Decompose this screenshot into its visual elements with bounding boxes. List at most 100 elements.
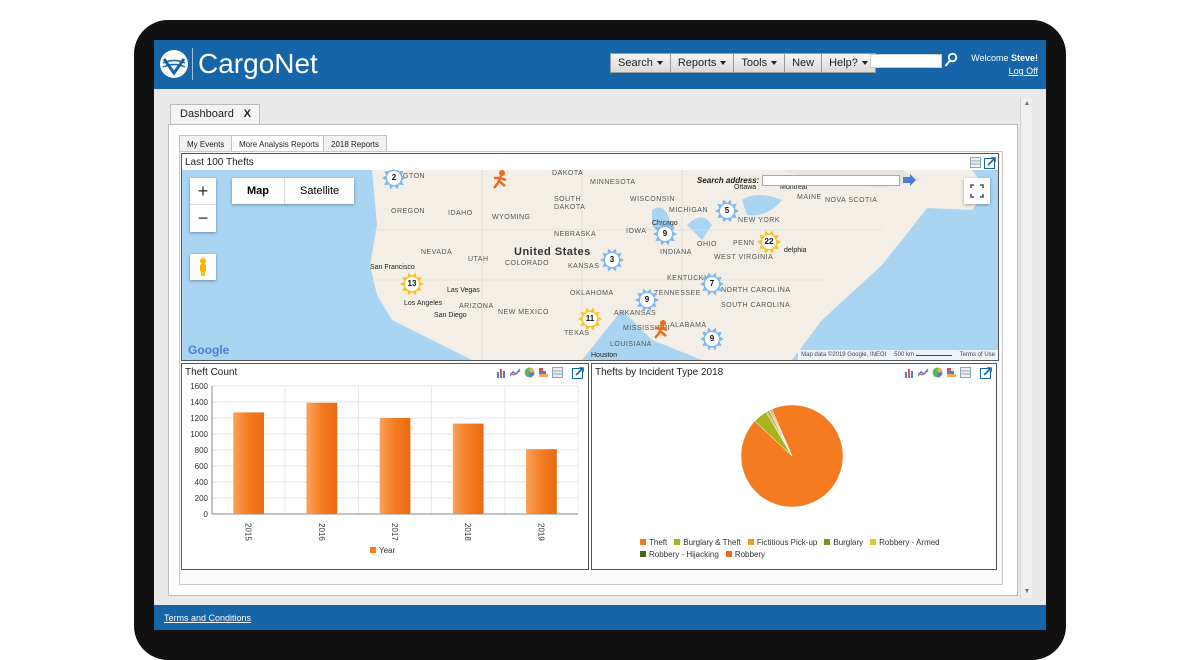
pie-legend-item[interactable]: Theft [640, 538, 667, 547]
pie-legend-item[interactable]: Robbery [725, 550, 765, 559]
zoom-in-button[interactable]: + [190, 178, 216, 205]
theft-count-title: Theft Count [185, 367, 238, 378]
header-search-input[interactable] [870, 54, 942, 68]
burst-icon [578, 307, 602, 331]
nav-tools-button[interactable]: Tools [734, 53, 786, 73]
main-nav: Search Reports Tools New Help? [610, 53, 876, 73]
map-type-satellite-button[interactable]: Satellite [300, 185, 340, 197]
theft-cluster-marker[interactable]: 22 [757, 230, 781, 254]
chevron-down-icon [656, 61, 663, 66]
fullscreen-icon [970, 184, 984, 198]
map-type-control: Map Satellite [232, 178, 355, 204]
x-tick-label: 2016 [317, 523, 326, 541]
go-arrow-icon[interactable] [902, 174, 916, 186]
cluster-count: 7 [709, 279, 715, 288]
theft-cluster-marker[interactable]: 9 [653, 222, 677, 246]
bar-chart-icon[interactable] [904, 367, 915, 378]
terms-of-use-link[interactable]: Terms of Use [959, 352, 995, 358]
nav-reports-button[interactable]: Reports [670, 53, 735, 73]
bar[interactable] [233, 412, 264, 514]
nav-label: Reports [677, 57, 717, 69]
line-chart-icon[interactable] [510, 367, 521, 378]
nav-new-button[interactable]: New [785, 53, 823, 73]
burst-icon [700, 327, 724, 351]
line-chart-icon[interactable] [918, 367, 929, 378]
theft-count-bar-chart: 0 200 400 600 800 1000 1200 1400 1600 2015 2016 201… [190, 382, 579, 541]
expand-panel-icon[interactable] [984, 157, 996, 169]
theft-cluster-marker[interactable]: 9 [635, 288, 659, 312]
report-container: Last 100 Thefts [179, 151, 1003, 585]
burst-icon [653, 222, 677, 246]
theft-cluster-marker[interactable]: 5 [715, 199, 739, 223]
legend-swatch [870, 539, 877, 545]
pie-legend-item[interactable]: Robbery - Hijacking [640, 550, 719, 559]
map-panel-tools [970, 157, 996, 170]
theft-cluster-marker[interactable]: 7 [700, 272, 724, 296]
burst-icon [635, 288, 659, 312]
theft-map[interactable]: DAKOTA MINNESOTA INGTON SOUTH DAKOTA WIS… [182, 170, 998, 360]
street-view-button[interactable] [190, 254, 216, 280]
chevron-down-icon [771, 61, 778, 66]
theft-cluster-marker[interactable]: 9 [700, 327, 724, 351]
fullscreen-button[interactable] [964, 178, 990, 204]
scroll-up-icon[interactable]: ▲ [1023, 100, 1031, 107]
pie-chart-icon[interactable] [932, 367, 943, 378]
bar[interactable] [526, 449, 557, 514]
pie-chart-icon[interactable] [524, 367, 535, 378]
theft-cluster-marker[interactable]: 3 [600, 248, 624, 272]
burst-icon [700, 272, 724, 296]
pegman-marker-icon[interactable] [490, 170, 510, 190]
tab-2018-reports[interactable]: 2018 Reports [323, 135, 388, 152]
theft-cluster-marker[interactable]: 13 [400, 272, 424, 296]
table-view-icon[interactable] [552, 367, 563, 378]
y-tick-label: 1600 [190, 382, 208, 391]
map-data-credit: Map data ©2019 Google, INEGI [801, 352, 887, 358]
pie-legend-item[interactable]: Robbery - Armed [870, 538, 940, 547]
chart-tools [496, 367, 584, 380]
burst-icon [382, 170, 406, 190]
nav-search-button[interactable]: Search [610, 53, 671, 73]
bar-chart-icon[interactable] [496, 367, 507, 378]
logoff-link[interactable]: Log Off [1008, 66, 1038, 76]
close-tab-button[interactable]: X [243, 108, 251, 120]
bar[interactable] [379, 418, 411, 514]
bar[interactable] [306, 402, 338, 514]
pie-slice[interactable] [740, 404, 844, 508]
stacked-bar-icon[interactable] [946, 367, 957, 378]
table-view-icon[interactable] [960, 367, 971, 378]
map-type-map-button[interactable]: Map [232, 178, 285, 204]
pegman-marker-icon[interactable] [651, 320, 671, 340]
footer-bar: Terms and Conditions [154, 605, 1046, 630]
scroll-down-icon[interactable]: ▼ [1023, 588, 1031, 595]
incident-type-title: Thefts by Incident Type 2018 [595, 367, 724, 378]
stacked-bar-icon[interactable] [538, 367, 549, 378]
bar[interactable] [452, 423, 484, 514]
cluster-count: 9 [644, 295, 650, 304]
search-address-input[interactable] [762, 175, 900, 186]
vertical-scrollbar[interactable]: ▲ ▼ [1020, 98, 1032, 598]
pie-legend-item[interactable]: Fictitious Pick-up [747, 538, 817, 547]
tab-my-events[interactable]: My Events [179, 135, 233, 152]
pie-slice[interactable] [770, 408, 793, 457]
expand-panel-icon[interactable] [572, 367, 584, 379]
table-view-icon[interactable] [970, 157, 981, 168]
legend-swatch [640, 539, 646, 545]
theft-cluster-marker[interactable]: 11 [578, 307, 602, 331]
y-tick-label: 1000 [190, 430, 208, 439]
terms-and-conditions-link[interactable]: Terms and Conditions [164, 613, 252, 623]
nav-label: Help? [829, 57, 858, 69]
zoom-out-button[interactable]: − [197, 208, 209, 228]
nav-help-button[interactable]: Help? [822, 53, 876, 73]
pie-legend-item[interactable]: Burglary & Theft [674, 538, 741, 547]
search-icon[interactable] [944, 52, 958, 68]
theft-cluster-marker[interactable]: 2 [382, 170, 406, 190]
tab-dashboard[interactable]: Dashboard X [170, 104, 260, 124]
nav-label: Search [618, 57, 653, 69]
pie-legend-item[interactable]: Burglary [824, 538, 863, 547]
cargonet-logo-icon [160, 50, 188, 78]
country-label: United States [514, 246, 591, 258]
map-panel: Last 100 Thefts [181, 153, 999, 361]
cluster-count: 22 [764, 237, 774, 246]
tab-more-analysis-reports[interactable]: More Analysis Reports [231, 135, 328, 152]
expand-panel-icon[interactable] [980, 367, 992, 379]
